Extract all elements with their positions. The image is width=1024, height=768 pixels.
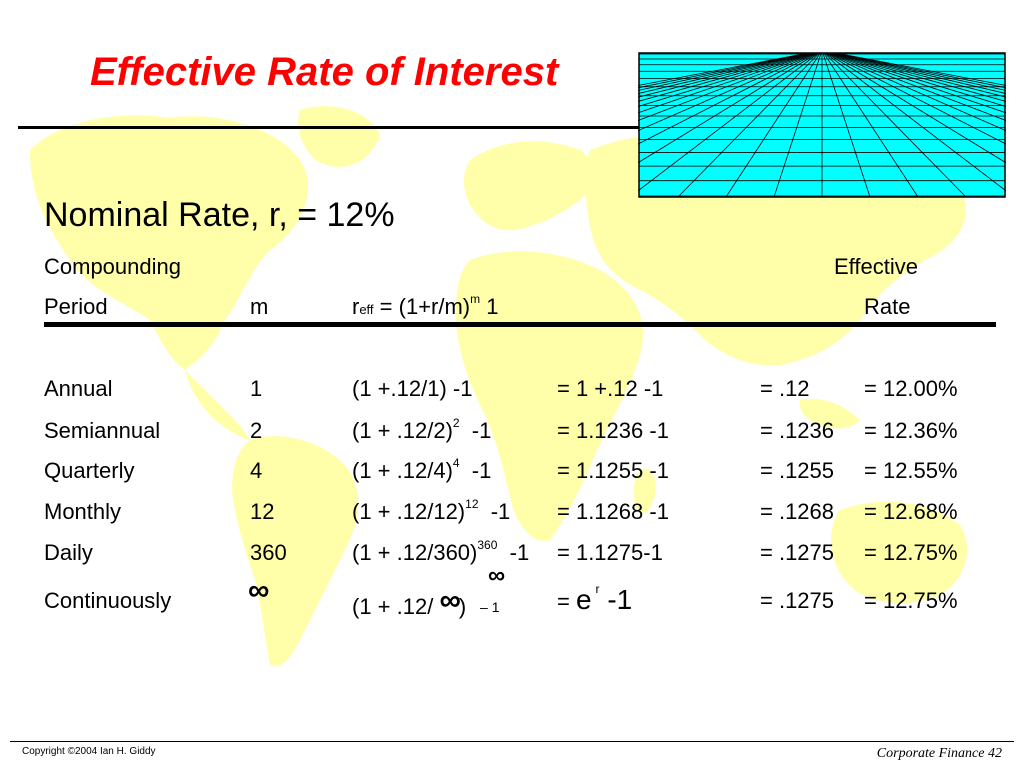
header-rate: Rate <box>864 294 911 319</box>
row-value: = 1.1236 -1 <box>557 418 669 443</box>
row-value: = 1.1268 -1 <box>557 499 669 524</box>
row-decimal: = .1268 <box>760 499 835 524</box>
row-decimal: = .1236 <box>760 418 835 443</box>
row-formula: (1 + .12/4)4 -1 <box>352 456 492 483</box>
perspective-grid-graphic <box>638 52 1006 198</box>
row-period: Annual <box>44 376 113 401</box>
title-divider <box>18 126 646 129</box>
row-value: = 1 +.12 -1 <box>557 376 664 401</box>
row-value: = 1.1255 -1 <box>557 458 669 483</box>
row-rate: = 12.55% <box>864 458 958 483</box>
row-m: 12 <box>250 499 275 524</box>
row-m: 4 <box>250 458 263 483</box>
formula-body: = (1+r/m) <box>373 294 471 319</box>
header-effective: Effective <box>834 254 918 279</box>
header-m: m <box>250 294 269 319</box>
row-decimal: = .1275 <box>760 540 835 565</box>
header-period: Period <box>44 294 108 319</box>
row-value: = 1.1275-1 <box>557 540 663 565</box>
infinity-symbol: ∞ <box>439 584 460 617</box>
page-title: Effective Rate of Interest <box>90 50 559 94</box>
footer-copyright: Copyright ©2004 Ian H. Giddy <box>22 746 156 757</box>
infinity-symbol: ∞ <box>248 574 269 607</box>
header-formula: reff = (1+r/m)m 1 <box>352 292 499 320</box>
row-decimal-continuously: = .1275 <box>760 588 835 613</box>
row-m: 1 <box>250 376 263 401</box>
row-decimal: = .12 <box>760 376 810 401</box>
footer-page: Corporate Finance 42 <box>876 746 1002 761</box>
formula-exponent: m <box>470 292 481 306</box>
row-formula-continuously: (1 + .12/ ∞) ∞ – 1 <box>352 562 505 619</box>
row-period: Quarterly <box>44 458 135 483</box>
row-rate: = 12.00% <box>864 376 958 401</box>
row-decimal: = .1255 <box>760 458 835 483</box>
row-formula: (1 + .12/12)12 -1 <box>352 497 511 524</box>
nominal-rate: Nominal Rate, r, = 12% <box>44 196 395 234</box>
row-m: 360 <box>250 540 287 565</box>
row-formula: (1 +.12/1) -1 <box>352 376 473 401</box>
row-rate: = 12.36% <box>864 418 958 443</box>
row-period-continuously: Continuously <box>44 588 172 613</box>
footer-divider <box>10 741 1014 742</box>
row-formula: (1 + .12/360)360 -1 <box>352 538 530 565</box>
row-rate-continuously: = 12.75% <box>864 588 958 613</box>
row-period: Daily <box>44 540 93 565</box>
row-rate: = 12.68% <box>864 499 958 524</box>
row-rate: = 12.75% <box>864 540 958 565</box>
row-m: 2 <box>250 418 263 443</box>
row-period: Semiannual <box>44 418 161 443</box>
header-compounding: Compounding <box>44 254 181 279</box>
formula-r: r <box>352 294 360 319</box>
infinity-exponent: ∞ <box>488 562 505 589</box>
row-formula: (1 + .12/2)2 -1 <box>352 416 492 443</box>
formula-subscript: eff <box>359 302 374 317</box>
row-period: Monthly <box>44 499 122 524</box>
formula-tail: 1 <box>480 294 499 319</box>
header-divider <box>44 322 996 327</box>
